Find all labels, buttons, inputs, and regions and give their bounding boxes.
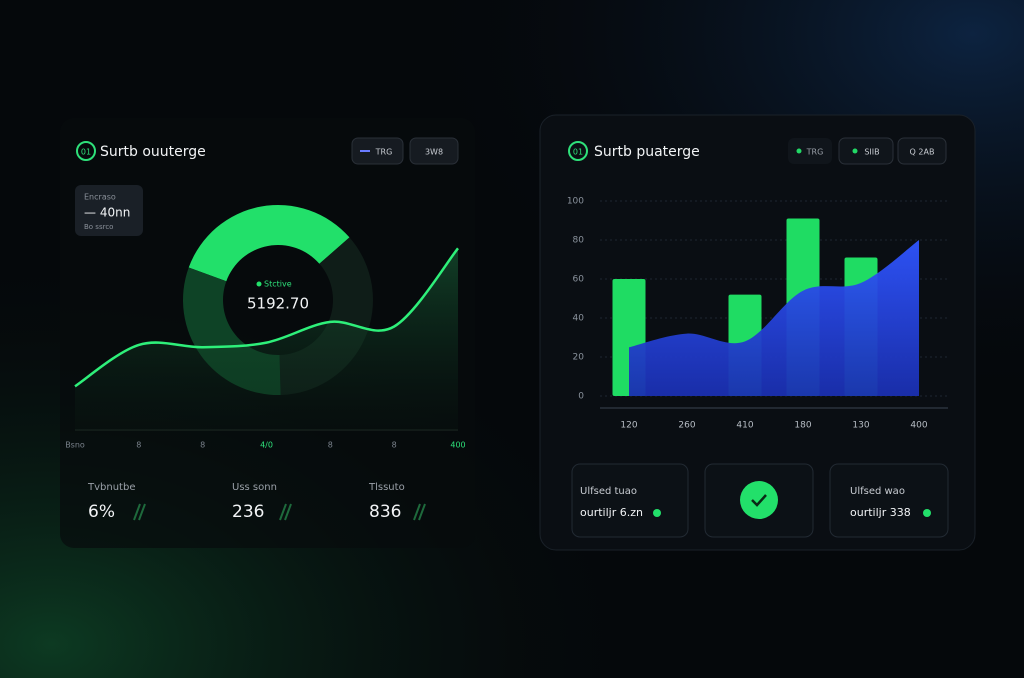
x-tick-label: 180 bbox=[794, 421, 811, 431]
logo: 01 bbox=[573, 148, 583, 157]
card-label: Ulfsed wao bbox=[850, 486, 905, 497]
x-tick-label: 8 bbox=[200, 441, 205, 450]
button-label: TRG bbox=[806, 148, 824, 157]
x-tick-label: 260 bbox=[678, 421, 695, 431]
stat-label: Tlssuto bbox=[368, 482, 405, 493]
x-tick-label: 130 bbox=[852, 421, 869, 431]
x-tick-label: 120 bbox=[620, 421, 637, 431]
button-label: 3W8 bbox=[425, 148, 443, 157]
stat-decor bbox=[133, 503, 146, 521]
card bbox=[571, 463, 689, 538]
donut-segment bbox=[188, 205, 350, 282]
stat-box bbox=[75, 185, 143, 236]
button[interactable] bbox=[788, 138, 832, 164]
button-label: SIIB bbox=[864, 148, 879, 157]
x-tick-label: Bsno bbox=[65, 441, 85, 450]
card bbox=[829, 463, 949, 538]
stat-box-value: — 40nn bbox=[84, 206, 130, 220]
stat-value: 836 bbox=[369, 502, 401, 522]
x-tick-label: 8 bbox=[136, 441, 141, 450]
logo-ring bbox=[568, 141, 588, 161]
y-tick-label: 0 bbox=[578, 392, 584, 402]
button[interactable] bbox=[897, 137, 947, 165]
x-tick-label: 8 bbox=[392, 441, 397, 450]
status-dot bbox=[256, 281, 262, 287]
area bbox=[629, 240, 919, 396]
y-tick-label: 80 bbox=[573, 236, 585, 246]
y-tick-label: 100 bbox=[567, 197, 584, 207]
y-tick-label: 60 bbox=[573, 275, 585, 285]
stat-decor bbox=[279, 503, 292, 521]
check-badge bbox=[740, 481, 778, 519]
check-icon bbox=[751, 494, 767, 507]
x-tick-label: 400 bbox=[910, 421, 927, 431]
left-panel bbox=[60, 118, 475, 548]
line-area bbox=[75, 248, 458, 430]
y-tick-label: 20 bbox=[573, 353, 585, 363]
donut-value: 5192.70 bbox=[247, 295, 309, 313]
x-tick-label: 4/0 bbox=[260, 441, 273, 450]
card-value: ourtiljr 6.zn bbox=[580, 506, 643, 519]
y-tick-label: 40 bbox=[573, 314, 585, 324]
stat-label: Uss sonn bbox=[232, 482, 277, 493]
panel-title: Surtb ouuterge bbox=[100, 144, 206, 160]
panel-title: Surtb puaterge bbox=[594, 144, 700, 160]
stat-value: 236 bbox=[232, 502, 264, 522]
card-value: ourtiljr 338 bbox=[850, 506, 911, 519]
button[interactable] bbox=[838, 137, 894, 165]
stat-box-note: Bo ssrco bbox=[84, 223, 113, 231]
logo: 01 bbox=[81, 148, 91, 157]
button[interactable] bbox=[351, 137, 404, 165]
card-label: Ulfsed tuao bbox=[580, 486, 637, 497]
button-label: Q 2AB bbox=[910, 148, 935, 157]
stat-decor bbox=[413, 503, 426, 521]
button[interactable] bbox=[409, 137, 459, 165]
x-tick-label: 400 bbox=[450, 441, 465, 450]
x-tick-label: 8 bbox=[328, 441, 333, 450]
card-dot bbox=[653, 509, 661, 517]
donut-label: Stctive bbox=[264, 280, 292, 289]
button-dot bbox=[852, 148, 858, 154]
stat-box-label: Encraso bbox=[84, 193, 116, 202]
stat-value: 6% bbox=[88, 502, 115, 522]
button-dot bbox=[796, 148, 802, 154]
x-tick-label: 410 bbox=[736, 421, 753, 431]
stat-label: Tvbnutbe bbox=[87, 482, 135, 493]
card-dot bbox=[923, 509, 931, 517]
line bbox=[74, 247, 459, 388]
button-label: TRG bbox=[375, 148, 393, 157]
logo-ring bbox=[76, 141, 96, 161]
